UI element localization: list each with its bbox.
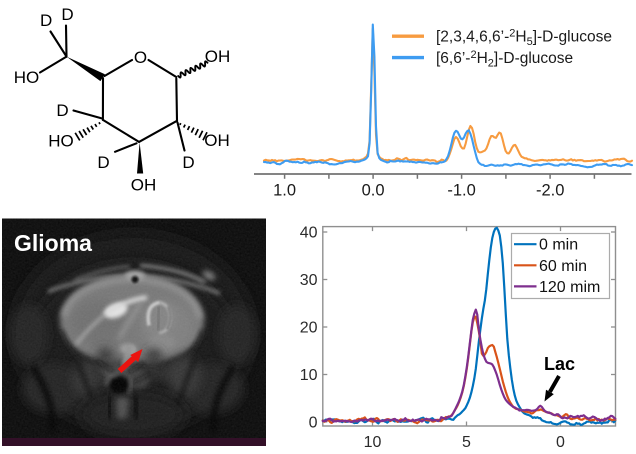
svg-text:60 min: 60 min	[539, 258, 587, 275]
svg-text:0: 0	[556, 434, 565, 451]
svg-text:30: 30	[300, 272, 318, 289]
svg-text:0: 0	[309, 414, 318, 431]
svg-text:HO: HO	[48, 132, 74, 151]
svg-text:10: 10	[364, 434, 382, 451]
svg-text:40: 40	[300, 225, 318, 242]
svg-text:1.0: 1.0	[273, 182, 296, 200]
svg-text:10: 10	[300, 367, 318, 384]
svg-text:0.0: 0.0	[362, 182, 385, 200]
svg-text:OH: OH	[131, 176, 157, 195]
svg-text:-1.0: -1.0	[447, 182, 475, 200]
svg-text:OH: OH	[205, 47, 231, 66]
svg-text:Lac: Lac	[544, 354, 575, 374]
svg-text:0 min: 0 min	[539, 237, 578, 254]
svg-text:Glioma: Glioma	[14, 230, 92, 256]
svg-text:[6,6’-2H2]-D-glucose: [6,6’-2H2]-D-glucose	[436, 49, 573, 70]
svg-text:O: O	[134, 48, 147, 67]
svg-text:-2.0: -2.0	[536, 182, 564, 200]
svg-text:D: D	[182, 153, 194, 172]
svg-text:HO: HO	[14, 68, 40, 87]
svg-text:120 mim: 120 mim	[539, 279, 600, 296]
svg-text:OH: OH	[204, 131, 230, 150]
svg-text:[2,3,4,6,6’-2H5]-D-glucose: [2,3,4,6,6’-2H5]-D-glucose	[436, 28, 612, 49]
svg-text:D: D	[61, 5, 73, 24]
svg-text:5: 5	[462, 434, 471, 451]
svg-text:20: 20	[300, 320, 318, 337]
svg-text:D: D	[56, 101, 68, 120]
svg-text:D: D	[40, 11, 52, 30]
svg-text:D: D	[97, 153, 109, 172]
